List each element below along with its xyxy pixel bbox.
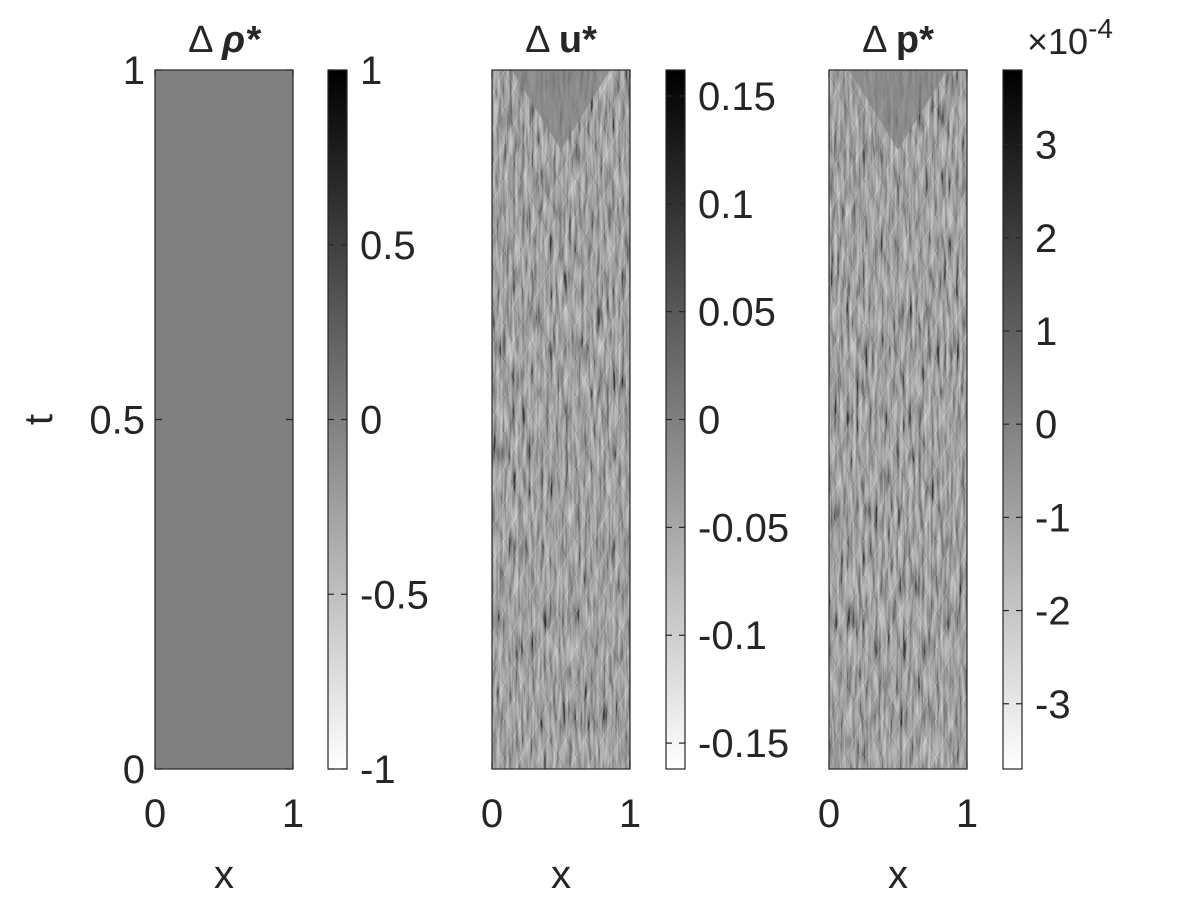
axes-frame <box>828 69 968 770</box>
x-tick-label: 0 <box>481 792 503 836</box>
x-tick-label: 1 <box>282 792 304 836</box>
quiet-region <box>849 70 947 150</box>
colorbar-tick-label: 0 <box>360 399 382 443</box>
colorbar-tick-label: -0.05 <box>698 506 789 550</box>
x-tick-label: 0 <box>144 792 166 836</box>
colorbar-gradient <box>666 70 685 769</box>
exponent-power: -4 <box>1088 13 1113 44</box>
wave-noise <box>829 70 967 769</box>
colorbar-tick-label: -0.5 <box>360 573 429 617</box>
colorbar-tick-label: -3 <box>1035 683 1071 727</box>
x-tick-label: 1 <box>956 792 978 836</box>
colorbar-tick-label: 0.1 <box>698 183 754 227</box>
heatmap-wave-texture <box>829 70 967 769</box>
colorbar-tick-label: 2 <box>1035 217 1057 261</box>
y-tick-label: 0 <box>123 748 145 792</box>
colorbar-frame <box>1002 69 1023 770</box>
x-axis-label: x <box>888 853 908 897</box>
x-axis-label: x <box>214 853 234 897</box>
x-axis-label: x <box>551 853 571 897</box>
colorbar-exponent: ×10-4 <box>1027 13 1113 62</box>
colorbar-tick-label: 1 <box>360 49 382 93</box>
title-variable: ρ* <box>221 19 262 61</box>
colorbar: -3 -2 -1 0 1 2 3 ×10-4 <box>1002 13 1113 770</box>
title-symbol: Δ <box>525 19 559 61</box>
colorbar-tick-label: 1 <box>1035 310 1057 354</box>
colorbar: -0.15 -0.1 -0.05 0 0.05 0.1 0.15 <box>665 69 789 770</box>
heatmap-wave-texture <box>492 70 630 769</box>
colorbar: -1 -0.5 0 0.5 1 <box>327 49 429 792</box>
colorbar-tick-label: -1 <box>360 748 396 792</box>
exponent-base: ×10 <box>1027 21 1088 62</box>
panel-title: Δ p* <box>862 19 934 61</box>
panel-title: Δ u* <box>525 19 597 61</box>
y-tick-label: 0.5 <box>89 399 145 443</box>
panel-2: Δ u* 0 1 x -0.15 -0.1 -0.05 0 0.05 0.1 0.15 <box>481 19 789 897</box>
panel-1: Δ ρ* 0 1 x 0 0.5 1 t -1 -0.5 0 0.5 1 <box>17 19 429 897</box>
colorbar-tick-label: 0.15 <box>698 75 776 119</box>
panel-title: Δ ρ* <box>188 19 262 61</box>
colorbar-tick-label: 0 <box>698 399 720 443</box>
quiet-region <box>512 70 610 150</box>
colorbar-tick-label: -1 <box>1035 496 1071 540</box>
colorbar-tick-label: -0.15 <box>698 722 789 766</box>
title-symbol: Δ <box>862 19 896 61</box>
colorbar-gradient <box>1003 70 1022 769</box>
colorbar-tick-label: 0.05 <box>698 291 776 335</box>
title-variable: u* <box>559 19 597 61</box>
wave-noise <box>492 70 630 769</box>
y-tick-label: 1 <box>123 49 145 93</box>
x-tick-label: 0 <box>818 792 840 836</box>
title-variable: p* <box>896 19 934 61</box>
colorbar-tick-label: -0.1 <box>698 614 767 658</box>
colorbar-tick-label: -2 <box>1035 590 1071 634</box>
colorbar-tick-label: 3 <box>1035 124 1057 168</box>
title-symbol: Δ <box>188 19 222 61</box>
heatmap-field <box>155 70 293 769</box>
colorbar-tick-label: 0 <box>1035 403 1057 447</box>
panel-3: Δ p* 0 1 x -3 -2 -1 0 1 2 3 ×10-4 <box>818 13 1113 897</box>
colorbar-tick-label: 0.5 <box>360 224 416 268</box>
x-tick-label: 1 <box>619 792 641 836</box>
axes-frame <box>491 69 631 770</box>
y-axis-label: t <box>17 414 61 425</box>
